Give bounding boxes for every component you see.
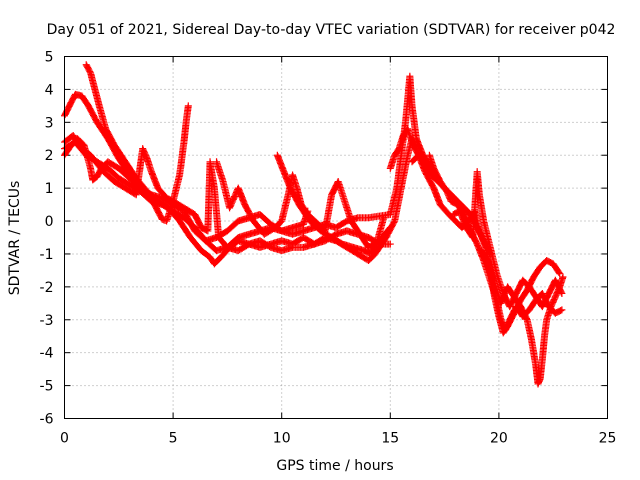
series-sat-g (273, 151, 388, 258)
x-tick-label: 0 (60, 431, 69, 447)
point-markers (449, 168, 566, 311)
chart-title: Day 051 of 2021, Sidereal Day-to-day VTE… (47, 22, 616, 38)
y-tick-label: 3 (45, 115, 54, 131)
y-tick-label: 1 (45, 181, 54, 197)
x-tick-label: 20 (490, 431, 508, 447)
x-axis-label: GPS time / hours (276, 458, 393, 474)
point-markers (273, 151, 388, 258)
series-sat-l (408, 151, 494, 258)
y-tick-label: -5 (40, 379, 54, 395)
series-sat-e (61, 138, 312, 255)
point-markers (61, 131, 394, 255)
y-tick-label: -6 (40, 412, 54, 428)
y-tick-label: 4 (45, 82, 54, 98)
y-tick-label: -4 (40, 346, 54, 362)
series-sat-k (449, 168, 566, 311)
y-tick-label: -3 (40, 313, 54, 329)
x-tick-label: 25 (599, 431, 617, 447)
y-tick-label: 5 (45, 50, 54, 66)
x-tick-label: 10 (273, 431, 291, 447)
x-tick-label: 5 (169, 431, 178, 447)
data-points (61, 61, 567, 388)
plot-frame (64, 56, 608, 419)
x-axis: 0 5 10 15 20 25 (60, 56, 617, 447)
y-tick-label: -2 (40, 280, 54, 296)
series-sat-d (61, 131, 394, 255)
x-tick-label: 15 (381, 431, 399, 447)
y-tick-label: 2 (45, 148, 54, 164)
point-markers (61, 138, 312, 255)
y-axis: -6 -5 -4 -3 -2 -1 0 1 2 3 4 5 (40, 50, 608, 428)
y-tick-label: -1 (40, 247, 54, 263)
point-markers (408, 151, 494, 258)
y-tick-label: 0 (45, 214, 54, 230)
y-axis-label: SDTVAR / TECUs (7, 181, 23, 296)
